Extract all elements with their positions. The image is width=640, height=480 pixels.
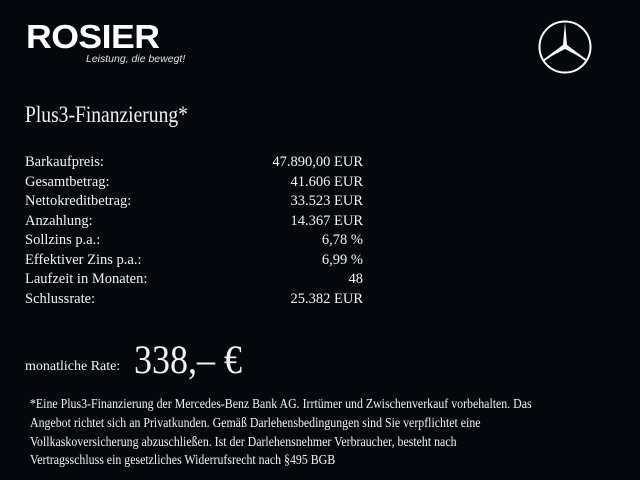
row-label: Anzahlung: [25,212,93,229]
detail-row: Barkaufpreis: 47.890,00 EUR [25,153,363,173]
brand-name: ROSIER [26,18,160,55]
detail-row: Anzahlung: 14.367 EUR [25,212,363,232]
page-title: Plus3-Finanzierung* [25,102,188,127]
footnote-line: *Eine Plus3-Finanzierung der Mercedes-Be… [30,396,532,411]
row-label: Effektiver Zins p.a.: [25,251,142,268]
detail-row: Gesamtbetrag: 41.606 EUR [25,173,363,193]
mercedes-star-icon [538,20,592,74]
row-label: Sollzins p.a.: [25,232,101,248]
detail-row: Nettokreditbetrag: 33.523 EUR [25,192,363,212]
row-value: 48 [348,271,364,287]
row-label: Gesamtbetrag: [25,173,110,190]
row-label: Schlussrate: [25,290,96,307]
footnote-line: Angebot richtet sich an Privatkunden. Ge… [30,414,481,430]
detail-row: Effektiver Zins p.a.: 6,99 % [25,251,363,271]
monthly-rate-value: 338,– € [134,337,242,382]
row-label: Nettokreditbetrag: [25,193,132,209]
row-value: 33.523 EUR [290,193,364,209]
monthly-rate-label: monatliche Rate: [25,359,121,374]
row-label: Barkaufpreis: [25,154,104,170]
row-value: 6,78 % [321,232,363,248]
footnote-line: Vertragsschluss ein gesetzliches Widerru… [30,452,336,468]
finance-details: Barkaufpreis: 47.890,00 EUR Gesamtbetrag:… [25,153,363,309]
footnote-line: Vollkaskoversicherung abzuschließen. Ist… [30,433,457,449]
row-value: 25.382 EUR [290,290,364,307]
detail-row: Sollzins p.a.: 6,78 % [25,231,363,251]
brand-tagline: Leistung, die bewegt! [86,53,186,65]
row-value: 14.367 EUR [290,212,364,229]
row-label: Laufzeit in Monaten: [25,271,148,287]
rosier-logo: ROSIER Leistung, die bewegt! [26,20,185,65]
row-value: 6,99 % [321,251,363,268]
row-value: 47.890,00 EUR [272,154,363,170]
row-value: 41.606 EUR [290,173,364,190]
detail-row: Laufzeit in Monaten: 48 [25,270,363,290]
detail-row: Schlussrate: 25.382 EUR [25,290,363,310]
footnote: *Eine Plus3-Finanzierung der Mercedes-Be… [30,395,587,470]
